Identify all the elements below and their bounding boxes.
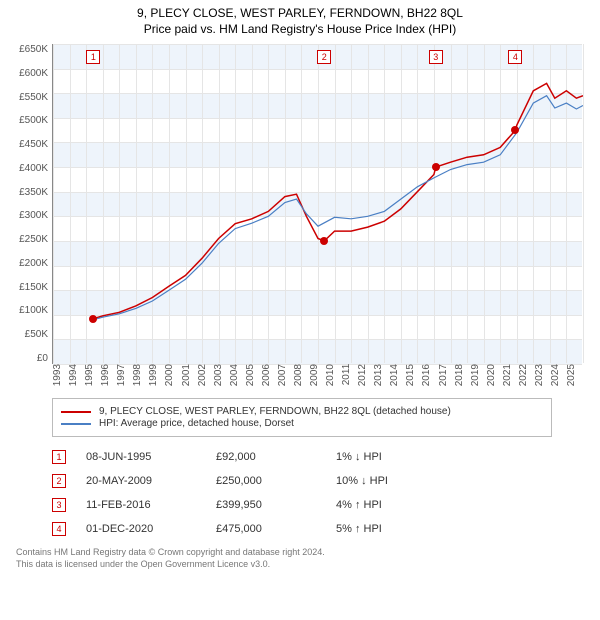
event-table: 108-JUN-1995£92,0001% ↓ HPI220-MAY-2009£… [52, 445, 552, 541]
event-row-marker: 4 [52, 522, 66, 536]
x-tick-label: 1995 [84, 364, 100, 388]
x-tick-label: 2006 [261, 364, 277, 388]
event-price: £475,000 [216, 523, 336, 535]
y-tick-label: £350K [8, 187, 52, 198]
line-series [53, 44, 583, 364]
y-tick-label: £150K [8, 282, 52, 293]
x-tick-label: 2015 [405, 364, 421, 388]
legend: 9, PLECY CLOSE, WEST PARLEY, FERNDOWN, B… [52, 398, 552, 437]
event-marker-2: 2 [317, 50, 331, 64]
x-tick-label: 2003 [213, 364, 229, 388]
x-tick-label: 2002 [197, 364, 213, 388]
chart-container: 9, PLECY CLOSE, WEST PARLEY, FERNDOWN, B… [0, 0, 600, 577]
y-tick-label: £550K [8, 92, 52, 103]
chart-title: 9, PLECY CLOSE, WEST PARLEY, FERNDOWN, B… [8, 6, 592, 20]
x-tick-label: 1993 [52, 364, 68, 388]
x-tick-label: 2017 [438, 364, 454, 388]
event-dot [511, 126, 519, 134]
event-row: 2 20-MAY-2009£250,00010% ↓ HPI [52, 469, 552, 493]
series-line [93, 96, 583, 320]
event-date: 08-JUN-1995 [86, 451, 216, 463]
event-price: £92,000 [216, 451, 336, 463]
x-tick-label: 2022 [518, 364, 534, 388]
event-date: 01-DEC-2020 [86, 523, 216, 535]
x-tick-label: 1996 [100, 364, 116, 388]
event-marker-3: 3 [429, 50, 443, 64]
legend-label: HPI: Average price, detached house, Dors… [99, 418, 294, 429]
x-tick-label: 2004 [229, 364, 245, 388]
event-date: 20-MAY-2009 [86, 475, 216, 487]
event-row-marker: 1 [52, 450, 66, 464]
x-axis: 1993199419951996199719981999200020012002… [52, 364, 582, 388]
x-tick-label: 1994 [68, 364, 84, 388]
x-tick-label: 2011 [341, 364, 357, 388]
y-tick-label: £400K [8, 163, 52, 174]
x-tick-label: 2007 [277, 364, 293, 388]
legend-item: HPI: Average price, detached house, Dors… [61, 418, 543, 429]
x-tick-label: 2023 [534, 364, 550, 388]
event-price: £399,950 [216, 499, 336, 511]
x-tick-label: 2019 [470, 364, 486, 388]
series-line [93, 83, 583, 318]
footer-line-2: This data is licensed under the Open Gov… [16, 559, 584, 571]
event-delta: 1% ↓ HPI [336, 451, 456, 463]
event-row-marker: 2 [52, 474, 66, 488]
y-tick-label: £450K [8, 139, 52, 150]
event-row-marker: 3 [52, 498, 66, 512]
x-tick-label: 2009 [309, 364, 325, 388]
y-tick-label: £200K [8, 258, 52, 269]
y-tick-label: £650K [8, 44, 52, 55]
x-tick-label: 2016 [421, 364, 437, 388]
x-tick-label: 2018 [454, 364, 470, 388]
footer: Contains HM Land Registry data © Crown c… [16, 547, 584, 570]
x-tick-label: 2020 [486, 364, 502, 388]
event-delta: 4% ↑ HPI [336, 499, 456, 511]
legend-swatch [61, 411, 91, 413]
y-tick-label: £50K [8, 329, 52, 340]
footer-line-1: Contains HM Land Registry data © Crown c… [16, 547, 584, 559]
legend-swatch [61, 423, 91, 425]
event-row: 3 11-FEB-2016£399,9504% ↑ HPI [52, 493, 552, 517]
y-tick-label: £100K [8, 305, 52, 316]
x-tick-label: 2014 [389, 364, 405, 388]
legend-item: 9, PLECY CLOSE, WEST PARLEY, FERNDOWN, B… [61, 406, 543, 417]
event-delta: 5% ↑ HPI [336, 523, 456, 535]
event-marker-1: 1 [86, 50, 100, 64]
event-date: 11-FEB-2016 [86, 499, 216, 511]
y-tick-label: £250K [8, 234, 52, 245]
x-tick-label: 2008 [293, 364, 309, 388]
y-axis: £650K £600K £550K £500K £450K £400K £350K £300K… [8, 44, 52, 364]
x-tick-label: 2024 [550, 364, 566, 388]
legend-label: 9, PLECY CLOSE, WEST PARLEY, FERNDOWN, B… [99, 406, 451, 417]
x-tick-label: 2021 [502, 364, 518, 388]
x-tick-label: 2001 [181, 364, 197, 388]
plot-area: 1 2 3 4 [52, 44, 582, 364]
event-dot [320, 237, 328, 245]
gridline-vertical [583, 44, 584, 363]
x-tick-label: 2010 [325, 364, 341, 388]
x-tick-label: 2005 [245, 364, 261, 388]
y-tick-label: £300K [8, 210, 52, 221]
x-tick-label: 2025 [566, 364, 582, 388]
event-dot [432, 163, 440, 171]
event-marker-4: 4 [508, 50, 522, 64]
chart-area: £650K £600K £550K £500K £450K £400K £350K £300K… [8, 44, 592, 364]
event-row: 4 01-DEC-2020£475,0005% ↑ HPI [52, 517, 552, 541]
event-dot [89, 315, 97, 323]
y-tick-label: £0 [8, 353, 52, 364]
x-tick-label: 2012 [357, 364, 373, 388]
x-tick-label: 1997 [116, 364, 132, 388]
x-tick-label: 2013 [373, 364, 389, 388]
event-price: £250,000 [216, 475, 336, 487]
chart-subtitle: Price paid vs. HM Land Registry's House … [8, 22, 592, 36]
y-tick-label: £600K [8, 68, 52, 79]
event-delta: 10% ↓ HPI [336, 475, 456, 487]
x-tick-label: 1998 [132, 364, 148, 388]
event-row: 1 08-JUN-1995£92,0001% ↓ HPI [52, 445, 552, 469]
x-tick-label: 2000 [164, 364, 180, 388]
x-tick-label: 1999 [148, 364, 164, 388]
y-tick-label: £500K [8, 115, 52, 126]
